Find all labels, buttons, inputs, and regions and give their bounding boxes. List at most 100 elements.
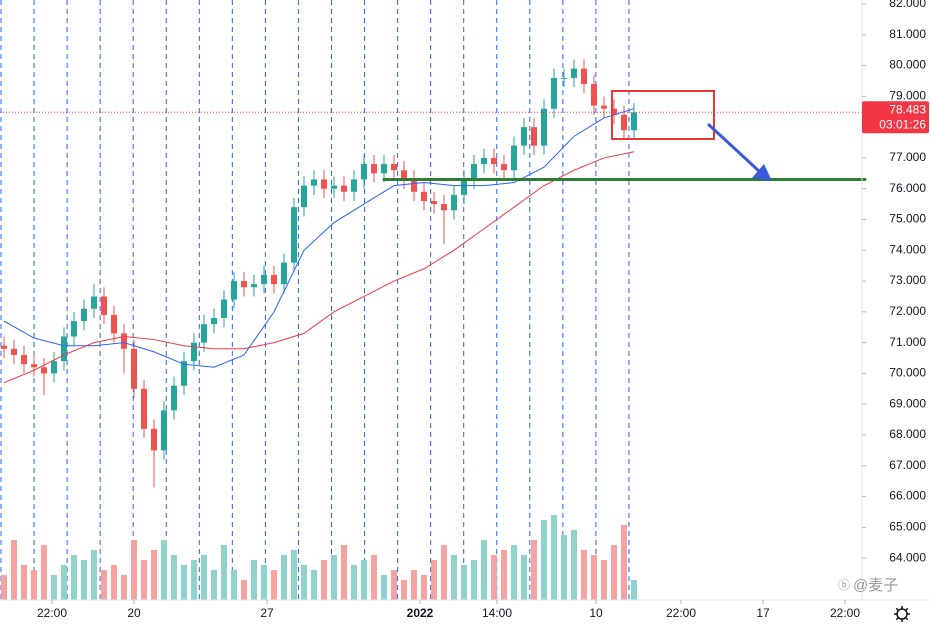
x-tick-label: 22:00 [666, 606, 696, 620]
candle-body [631, 112, 637, 131]
candle-body [41, 367, 47, 374]
watermark: @麦子 [853, 577, 898, 594]
volume-bar [541, 520, 547, 600]
candle-body [31, 364, 37, 368]
candle-body [401, 170, 407, 180]
candle-body [91, 296, 97, 309]
candle-body [141, 388, 147, 429]
arrow-head [752, 164, 772, 181]
x-tick-label: 17 [756, 606, 770, 620]
candle-body [371, 164, 377, 174]
volume-bar [91, 550, 97, 600]
volume-bar [191, 560, 197, 600]
x-tick-label: 2022 [407, 606, 434, 620]
candle-body [161, 410, 167, 451]
candle-body [591, 84, 597, 106]
candle-body [381, 164, 387, 174]
volume-bar [281, 555, 287, 600]
candle-body [331, 185, 337, 189]
candle-body [571, 68, 577, 78]
volume-bar [561, 535, 567, 600]
volume-bar [501, 550, 507, 600]
candle-body [191, 342, 197, 362]
candle-body [621, 114, 627, 131]
volume-bar [601, 560, 607, 600]
candle-body [601, 105, 607, 109]
volume-bar [581, 550, 587, 600]
volume-bar [441, 545, 447, 600]
settings-icon[interactable] [894, 606, 910, 622]
candle-body [61, 336, 67, 362]
candle-body [1, 345, 7, 349]
volume-bar [481, 540, 487, 600]
volume-bar [41, 545, 47, 600]
candle-body [291, 207, 297, 263]
candle-body [351, 179, 357, 192]
y-tick-label: 77.000 [889, 150, 926, 164]
volume-bar [321, 560, 327, 600]
x-tick-label: 22:00 [830, 606, 860, 620]
x-tick-label: 14:00 [482, 606, 512, 620]
watermark-icon: ⓑ [838, 578, 850, 592]
y-tick-label: 73.000 [889, 273, 926, 287]
y-tick-label: 81.000 [889, 27, 926, 41]
candle-body [71, 321, 77, 337]
candle-body [101, 296, 107, 315]
candle-body [541, 108, 547, 146]
candle-body [391, 164, 397, 171]
candle-body [301, 185, 307, 208]
candle-body [51, 361, 57, 374]
y-tick-label: 66.000 [889, 489, 926, 503]
last-price-box [862, 101, 929, 134]
volume-bar [161, 540, 167, 600]
volume-bar [151, 550, 157, 600]
volume-bar [551, 515, 557, 600]
candle-body [131, 348, 137, 389]
volume-bar [491, 555, 497, 600]
candle-body [581, 68, 587, 85]
volume-bar [61, 565, 67, 600]
volume-bar [631, 580, 637, 600]
volume-bar [1, 575, 7, 600]
y-tick-label: 68.000 [889, 427, 926, 441]
volume-bar [341, 545, 347, 600]
x-tick-label: 27 [260, 606, 274, 620]
candle-body [321, 179, 327, 189]
candle-body [561, 77, 567, 79]
x-tick-label: 10 [589, 606, 603, 620]
volume-bar [611, 545, 617, 600]
candle-body [201, 324, 207, 343]
volume-bar [361, 560, 367, 600]
volume-bar [311, 570, 317, 600]
y-tick-label: 75.000 [889, 212, 926, 226]
candle-body [171, 385, 177, 411]
volume-bar [591, 555, 597, 600]
volume-bar [531, 540, 537, 600]
session-separators [0, 0, 630, 600]
volume-bar [351, 565, 357, 600]
y-tick-label: 71.000 [889, 335, 926, 349]
candle-body [271, 274, 277, 285]
volume-bar [251, 560, 257, 600]
candle-body [21, 354, 27, 365]
y-tick-label: 72.000 [889, 304, 926, 318]
volume-bar [141, 560, 147, 600]
candle-body [531, 127, 537, 146]
volume-bar [201, 555, 207, 600]
last-price-label: 78.483 [889, 102, 926, 116]
volume-bar [521, 555, 527, 600]
volume-bar [431, 560, 437, 600]
volume-bar [381, 575, 387, 600]
candle-body [261, 274, 267, 285]
volume-bar [471, 560, 477, 600]
candle-body [491, 157, 497, 165]
candle-body [481, 157, 487, 165]
candle-body [431, 201, 437, 205]
candle-body [551, 77, 557, 109]
volume-bar [241, 580, 247, 600]
volume-bar [101, 570, 107, 600]
candle-body [341, 185, 347, 192]
volume-bar [111, 565, 117, 600]
y-tick-label: 74.000 [889, 242, 926, 256]
moving-average [3, 108, 635, 368]
